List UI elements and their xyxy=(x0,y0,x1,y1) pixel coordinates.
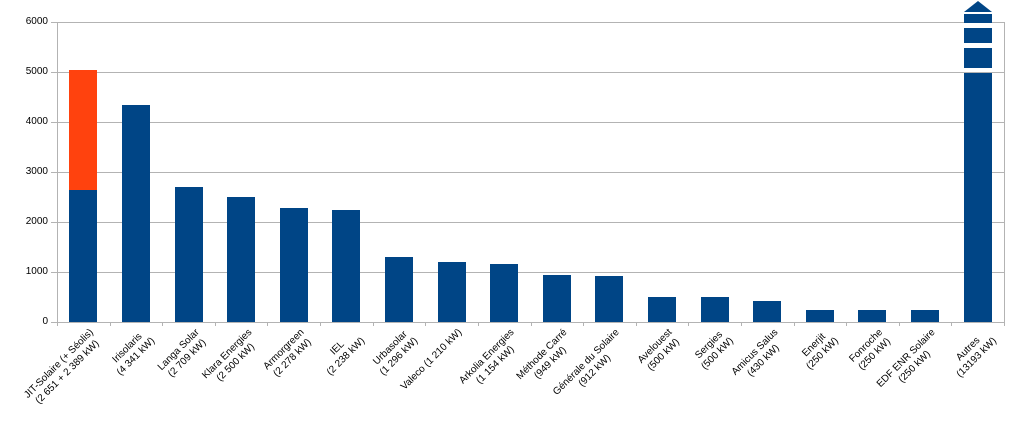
x-axis-tick xyxy=(57,322,58,326)
x-axis-tick xyxy=(794,322,795,326)
y-axis-tick xyxy=(51,22,57,23)
overflow-arrow-icon xyxy=(964,1,992,12)
x-axis-tick xyxy=(110,322,111,326)
bar xyxy=(438,261,466,322)
y-gridline xyxy=(57,222,1004,223)
bar xyxy=(753,300,781,322)
bar xyxy=(385,257,413,322)
bar xyxy=(858,309,886,322)
y-axis-tick xyxy=(51,172,57,173)
x-axis-label-text: Arkolia Energies (1 154 kW) xyxy=(457,327,517,387)
bar xyxy=(280,208,308,322)
bar xyxy=(69,189,97,322)
x-axis-label: IEL (2 238 kW) xyxy=(317,327,368,378)
x-axis-tick xyxy=(899,322,900,326)
bar xyxy=(701,297,729,322)
y-axis-tick xyxy=(51,122,57,123)
x-axis-tick xyxy=(373,322,374,326)
x-axis-label: Fonroche (250 kW) xyxy=(848,327,894,373)
x-axis-label-text: Fonroche (250 kW) xyxy=(847,327,893,373)
y-axis-tick xyxy=(51,72,57,73)
x-axis-label-text: Irisolaris (4 341 kW) xyxy=(110,331,157,378)
bar-overflow-segment xyxy=(964,48,992,68)
x-axis-label: Armorgreen (2 278 kW) xyxy=(261,327,315,381)
y-gridline xyxy=(57,72,1004,73)
bar-overflow-segment xyxy=(964,14,992,23)
bar-overflow-shaft xyxy=(964,73,992,322)
y-axis-label: 5000 xyxy=(25,66,48,77)
x-axis-label: Autres (13193 kW) xyxy=(946,327,999,380)
x-axis-tick xyxy=(162,322,163,326)
bar xyxy=(69,70,97,190)
y-axis-label: 1000 xyxy=(25,266,48,277)
x-axis-tick xyxy=(583,322,584,326)
y-gridline xyxy=(57,172,1004,173)
y-axis-label: 4000 xyxy=(25,116,48,127)
x-axis-tick xyxy=(215,322,216,326)
x-axis-label: JIT-Solaire (+ Séolis) (2 651 + 2 389 kW) xyxy=(22,327,104,409)
bar xyxy=(543,274,571,323)
x-axis-tick xyxy=(741,322,742,326)
x-axis-label-text: Sergies (500 kW) xyxy=(693,329,736,372)
y-axis-tick xyxy=(51,272,57,273)
x-axis-label: Enerjit (250 kW) xyxy=(796,327,841,372)
y-gridline xyxy=(57,22,1004,23)
y-gridline xyxy=(57,122,1004,123)
bar xyxy=(911,309,939,322)
x-axis-tick xyxy=(320,322,321,326)
x-axis-label-text: JIT-Solaire (+ Séolis) (2 651 + 2 389 kW) xyxy=(22,327,102,406)
x-axis-label-text: Amicus Salus (430 kW) xyxy=(729,327,782,379)
bar xyxy=(175,186,203,322)
y-gridline xyxy=(57,272,1004,273)
plot-right-border xyxy=(1004,22,1005,322)
x-axis-tick xyxy=(688,322,689,326)
x-axis-label: Arkolia Energies (1 154 kW) xyxy=(458,327,526,395)
x-axis-tick xyxy=(478,322,479,326)
bar xyxy=(227,197,255,322)
x-axis-label: Avelouest (500 kW) xyxy=(636,327,683,374)
x-axis-label: Amicus Salus (430 kW) xyxy=(729,327,788,386)
x-axis-label-text: Avelouest (500 kW) xyxy=(636,327,682,373)
x-axis-tick xyxy=(425,322,426,326)
x-axis-line xyxy=(57,322,1004,323)
x-axis-label-text: Enerjit (250 kW) xyxy=(800,331,841,372)
y-axis-tick xyxy=(51,222,57,223)
x-axis-label: Irisolaris (4 341 kW) xyxy=(106,327,157,378)
y-axis-label: 3000 xyxy=(25,166,48,177)
bar xyxy=(490,264,518,322)
y-axis-label: 6000 xyxy=(25,16,48,27)
x-axis-tick xyxy=(951,322,952,326)
bar xyxy=(806,309,834,322)
bar-overflow-segment xyxy=(964,28,992,43)
x-axis-label: Sergies (500 kW) xyxy=(691,327,736,372)
bar xyxy=(122,104,150,322)
y-axis-line xyxy=(57,22,58,325)
x-axis-label-text: Armorgreen (2 278 kW) xyxy=(261,327,314,379)
x-axis-tick xyxy=(636,322,637,326)
x-axis-label-text: Klara Energies (2 500 kW) xyxy=(199,327,257,384)
bar xyxy=(595,276,623,322)
bar xyxy=(648,297,676,322)
bar xyxy=(332,210,360,322)
x-axis-tick xyxy=(846,322,847,326)
x-axis-tick xyxy=(267,322,268,326)
x-axis-tick xyxy=(531,322,532,326)
x-axis-label-text: Autres (13193 kW) xyxy=(954,335,999,380)
y-axis-label: 2000 xyxy=(25,216,48,227)
x-axis-label: Klara Energies (2 500 kW) xyxy=(200,327,263,390)
y-axis-label: 0 xyxy=(42,316,48,327)
x-axis-label-text: IEL (2 238 kW) xyxy=(324,335,368,378)
x-axis-tick xyxy=(1004,322,1005,326)
y-axis-tick xyxy=(51,322,57,323)
